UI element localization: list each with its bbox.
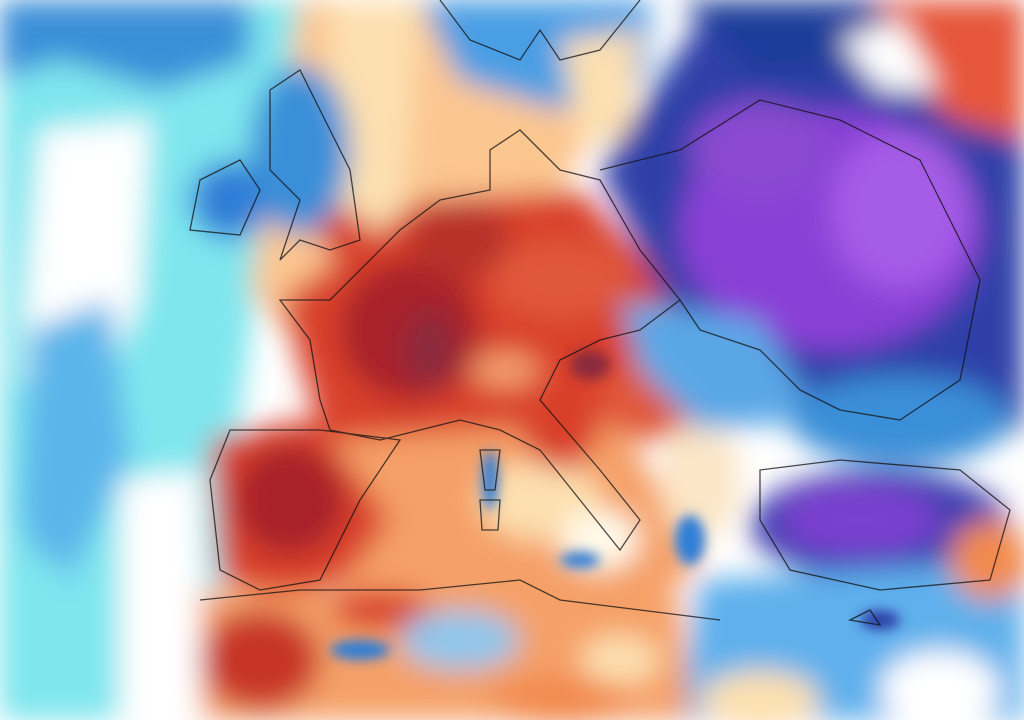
north-africa-coastline <box>199 579 721 621</box>
corsica-coastline <box>479 449 501 491</box>
sardinia-coastline <box>479 499 501 531</box>
britain-coastline <box>269 69 361 261</box>
central-europe-outline <box>278 129 681 552</box>
iberia-coastline <box>209 429 402 591</box>
detail-layer <box>330 350 900 660</box>
ireland-coastline <box>189 159 261 236</box>
eastern-europe-outline <box>599 99 981 421</box>
turkey-outline <box>759 459 1011 591</box>
coastlines-borders <box>189 0 1011 626</box>
cyprus-coastline <box>847 609 882 626</box>
scandinavia-coastline <box>439 0 641 61</box>
